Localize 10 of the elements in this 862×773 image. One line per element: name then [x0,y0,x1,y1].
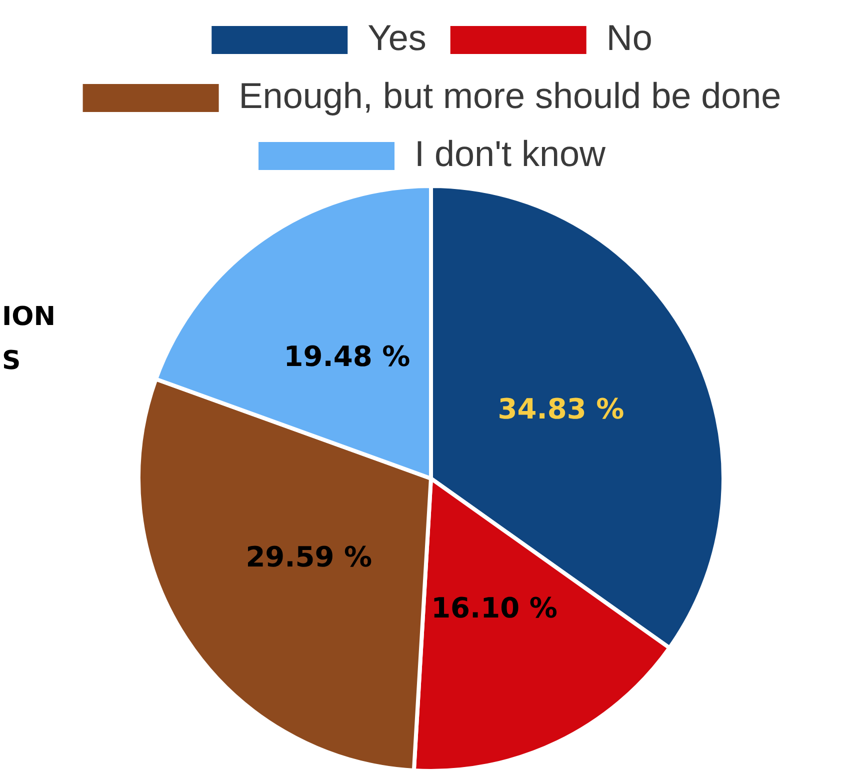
text: S [2,346,21,376]
data-label: 29.59 % [246,540,372,574]
legend-label: Enough, but more should be done [238,74,782,116]
legend-label: I don't know [414,132,606,174]
data-label: 19.48 % [284,340,410,374]
text: ION [2,302,56,332]
legend-label: Yes [368,16,426,58]
data-label: 34.83 % [498,392,624,426]
data-label: 16.10 % [431,592,558,625]
legend-label: No [606,16,652,58]
